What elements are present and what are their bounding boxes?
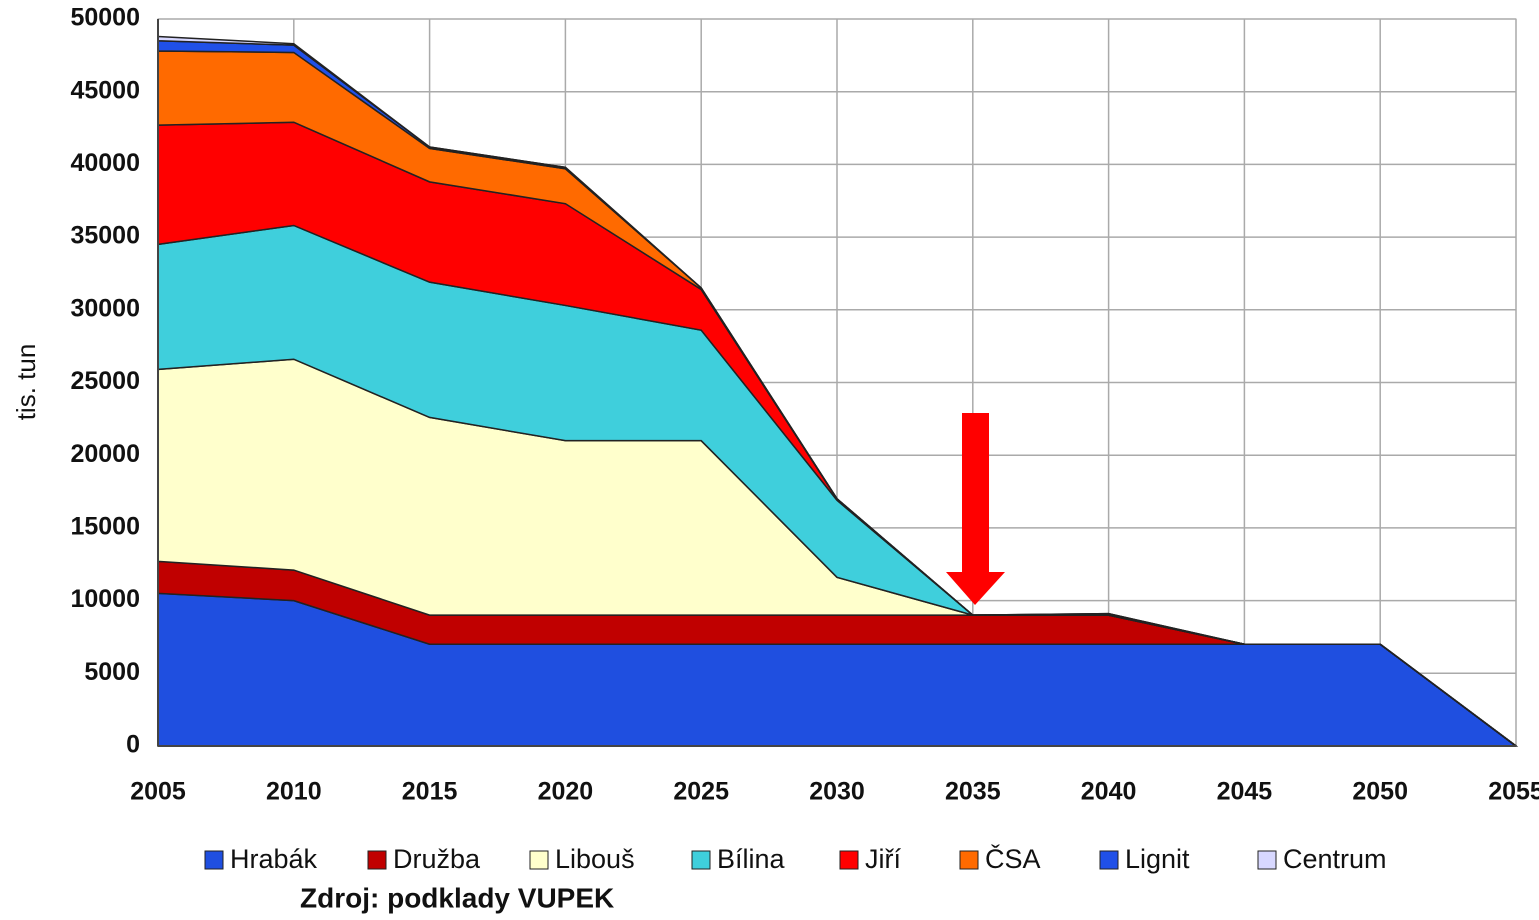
legend-swatch: [959, 850, 979, 870]
legend-label: Družba: [393, 844, 481, 874]
legend-label: Libouš: [555, 844, 635, 874]
x-tick-label: 2010: [266, 778, 322, 806]
source-note: Zdroj: podklady VUPEK: [300, 882, 614, 913]
y-tick-label: 40000: [70, 149, 140, 177]
y-tick-label: 15000: [70, 513, 140, 541]
legend-label: Lignit: [1125, 844, 1190, 874]
y-tick-label: 45000: [70, 76, 140, 104]
legend-swatch: [1257, 850, 1277, 870]
x-tick-label: 2045: [1217, 778, 1273, 806]
legend-label: ČSA: [985, 843, 1041, 874]
legend-swatch: [529, 850, 549, 870]
y-tick-label: 5000: [84, 658, 140, 686]
legend-label: Bílina: [717, 844, 786, 874]
x-tick-label: 2055: [1488, 778, 1539, 806]
y-tick-label: 20000: [70, 440, 140, 468]
y-tick-label: 30000: [70, 294, 140, 322]
x-tick-label: 2020: [538, 778, 594, 806]
x-tick-label: 2040: [1081, 778, 1137, 806]
area: [157, 35, 1517, 747]
legend-swatch: [839, 850, 859, 870]
legend-label: Hrabák: [230, 844, 318, 874]
arrow-shaft: [962, 413, 989, 573]
legend-swatch: [367, 850, 387, 870]
x-tick-label: 2035: [945, 778, 1001, 806]
legend-swatch: [204, 850, 224, 870]
y-tick-label: 35000: [70, 222, 140, 250]
y-tick-label: 25000: [70, 367, 140, 395]
x-tick-label: 2025: [673, 778, 729, 806]
arrow-head: [946, 572, 1005, 605]
x-tick-label: 2030: [809, 778, 865, 806]
x-tick-label: 2050: [1352, 778, 1408, 806]
legend-label: Centrum: [1283, 844, 1387, 874]
legend-label: Jiří: [865, 844, 901, 874]
y-tick-label: 0: [126, 731, 140, 759]
x-tick-label: 2005: [130, 778, 186, 806]
x-tick-label: 2015: [402, 778, 458, 806]
legend-swatch: [691, 850, 711, 870]
y-tick-label: 10000: [70, 585, 140, 613]
legend-swatch: [1099, 850, 1119, 870]
y-axis-label: tis. tun: [11, 344, 41, 421]
y-tick-label: 50000: [70, 4, 140, 32]
